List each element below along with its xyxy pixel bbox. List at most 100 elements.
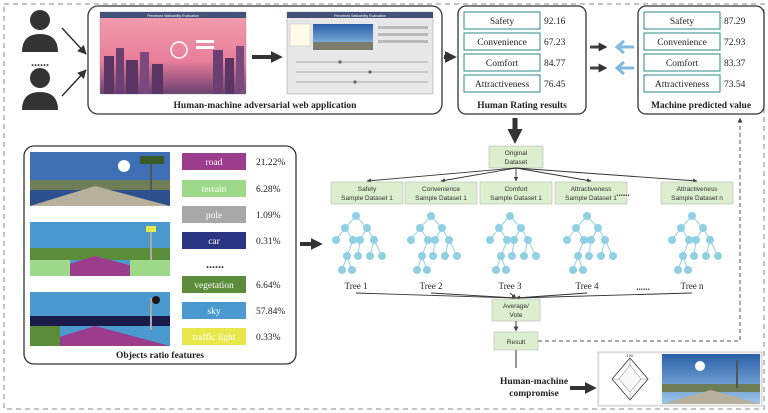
person-icon-bottom [22, 68, 58, 110]
object-value-6: 0.33% [256, 333, 281, 343]
human-rating-title: Human Rating results [477, 101, 567, 111]
screen2-title: Perceived Walkability Evaluation [334, 14, 386, 18]
tree-3-node-0 [583, 212, 591, 220]
trees-ellipsis: ...... [636, 282, 650, 292]
tree-2-node-2 [517, 224, 525, 232]
tree-0-node-11 [338, 266, 346, 274]
sample-line2-1: Sample Dataset 1 [415, 195, 467, 202]
machine-predicted-title: Machine predicted value [651, 101, 751, 111]
tree-2-node-5 [510, 236, 518, 244]
tree-3-node-9 [597, 252, 605, 260]
vote-line2: Vote [509, 312, 522, 319]
vote-box: Average/ Vote [491, 298, 541, 322]
human-rating-value-1: 67.23 [544, 38, 566, 48]
tree-label-4: Tree n [681, 281, 704, 291]
result-box: Result [493, 331, 539, 351]
tree-label-1: Tree 2 [420, 281, 443, 291]
outer-dashed-frame [3, 3, 765, 410]
object-value-4: 6.64% [256, 281, 281, 291]
result-to-machine-dashed-arrow [538, 117, 743, 342]
tree-2-node-1 [495, 224, 503, 232]
tree-2-node-9 [520, 252, 528, 260]
sample-line2-0: Sample Dataset 1 [341, 195, 393, 202]
machine-predicted-label-1: Convenience [657, 38, 707, 48]
tree-0-node-6 [370, 236, 378, 244]
tree-2-node-0 [506, 212, 514, 220]
compare-arrows [590, 39, 634, 76]
light-arrow-1-head [614, 39, 625, 55]
tree-4-node-1 [677, 224, 685, 232]
tree-to-vote-line-3 [515, 292, 588, 300]
tree-1-node-0 [427, 212, 435, 220]
machine-predicted-value-2: 83.37 [724, 59, 746, 69]
human-rating-value-0: 92.16 [544, 17, 566, 27]
object-tag-3 [182, 232, 246, 249]
object-tag-6 [182, 328, 246, 345]
tree-3-node-2 [594, 224, 602, 232]
compromise-screenshot: 100 [597, 351, 763, 407]
person-arrow-top [61, 27, 87, 55]
tree-4-node-10 [714, 252, 722, 260]
tree-3 [563, 212, 617, 274]
tree-0-node-8 [354, 252, 362, 260]
tree-4-node-6 [706, 236, 714, 244]
machine-predicted-box-2 [643, 53, 721, 72]
human-rating-label-3: Attractiveness [475, 80, 530, 90]
object-tag-2 [182, 206, 246, 223]
human-rating-box-0 [463, 11, 541, 30]
street-image-1 [30, 152, 170, 206]
machine-predicted-box-1 [643, 32, 721, 51]
sample-box-4 [660, 181, 734, 205]
object-tag-4 [182, 276, 246, 293]
tree-2-node-12 [502, 266, 510, 274]
object-label-6: traffic light [193, 332, 236, 343]
tree-1-node-2 [438, 224, 446, 232]
compromise-line1: Human-machine [500, 377, 568, 387]
object-value-1: 6.28% [256, 185, 281, 195]
sample-datasets: Safety Sample Dataset 1 Convenience Sample … [330, 181, 734, 205]
dataset-to-sample-line-4 [515, 167, 698, 183]
tree-0-node-9 [366, 252, 374, 260]
tree-0-node-0 [352, 212, 360, 220]
forest-connector-lines [355, 167, 698, 301]
tree-3-node-1 [572, 224, 580, 232]
sample-line1-4: Attractiveness [677, 186, 719, 193]
tree-1-node-6 [445, 236, 453, 244]
tree-3-node-10 [609, 252, 617, 260]
objects-title: Objects ratio features [116, 351, 204, 361]
tree-2-node-8 [508, 252, 516, 260]
human-rating-value-2: 84.77 [544, 59, 566, 69]
tree-3-node-12 [579, 266, 587, 274]
object-label-2: pole [206, 211, 222, 221]
web-app-label: Human-machine adversarial web applicatio… [174, 101, 358, 111]
sample-line1-1: Convenience [422, 186, 460, 193]
human-rating-items: Safety 92.16 Convenience 67.23 Comfort 84.77 A… [463, 11, 566, 93]
tree-1-node-3 [407, 236, 415, 244]
tree-3-node-3 [563, 236, 571, 244]
human-rating-box-2 [463, 53, 541, 72]
tree-0-node-4 [349, 236, 357, 244]
tree-4-node-5 [692, 236, 700, 244]
tree-3-node-8 [585, 252, 593, 260]
tree-1-node-10 [453, 252, 461, 260]
machine-predicted-box-0 [643, 11, 721, 30]
object-label-4: vegetation [194, 281, 234, 291]
tree-4-node-11 [674, 266, 682, 274]
machine-predicted-items: Safety 87.29 Convenience 72.93 Comfort 83.37 A… [643, 11, 746, 93]
machine-predicted-value-1: 72.93 [724, 38, 746, 48]
street-image-3 [30, 292, 170, 346]
original-line1: Original [505, 150, 528, 157]
tree-4-node-8 [690, 252, 698, 260]
object-label-5: sky [207, 307, 220, 317]
result-label: Result [507, 339, 526, 346]
tree-0-node-7 [343, 252, 351, 260]
person-arrow-bottom [61, 69, 87, 97]
objects-ellipsis: ...... [206, 257, 224, 271]
tree-1-node-1 [416, 224, 424, 232]
tree-label-3: Tree 4 [576, 281, 599, 291]
machine-predicted-value-0: 87.29 [724, 17, 746, 27]
tree-4 [668, 212, 722, 274]
tree-4-node-7 [679, 252, 687, 260]
tree-2-node-4 [503, 236, 511, 244]
